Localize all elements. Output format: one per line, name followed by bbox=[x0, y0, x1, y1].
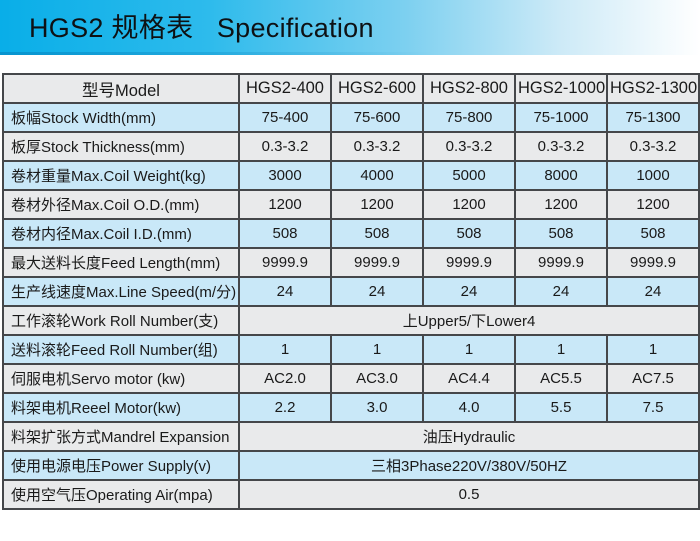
table-row: 料架电机Reeel Motor(kw) 2.2 3.0 4.0 5.5 7.5 bbox=[2, 392, 700, 423]
value-cell: AC2.0 bbox=[238, 363, 332, 394]
value-cell: 9999.9 bbox=[606, 247, 700, 278]
value-cell: 0.3-3.2 bbox=[238, 131, 332, 162]
value-cell: AC7.5 bbox=[606, 363, 700, 394]
table-row: 使用空气压Operating Air(mpa) 0.5 bbox=[2, 479, 700, 510]
table-row: 卷材重量Max.Coil Weight(kg) 3000 4000 5000 8000 1… bbox=[2, 160, 700, 191]
value-cell: 508 bbox=[514, 218, 608, 249]
column-header-hgs2-600: HGS2-600 bbox=[330, 73, 424, 104]
row-label: 卷材外径Max.Coil O.D.(mm) bbox=[2, 189, 240, 220]
merged-value-cell: 0.5 bbox=[238, 479, 700, 510]
value-cell: 3000 bbox=[238, 160, 332, 191]
value-cell: 508 bbox=[330, 218, 424, 249]
row-label: 卷材重量Max.Coil Weight(kg) bbox=[2, 160, 240, 191]
value-cell: 1000 bbox=[606, 160, 700, 191]
table-row: 板幅Stock Width(mm) 75-400 75-600 75-800 75-10… bbox=[2, 102, 700, 133]
value-cell: 4000 bbox=[330, 160, 424, 191]
value-cell: 75-400 bbox=[238, 102, 332, 133]
column-header-hgs2-400: HGS2-400 bbox=[238, 73, 332, 104]
value-cell: 24 bbox=[606, 276, 700, 307]
table-row: 生产线速度Max.Line Speed(m/分) 24 24 24 24 24 bbox=[2, 276, 700, 307]
row-label: 料架扩张方式Mandrel Expansion bbox=[2, 421, 240, 452]
value-cell: 9999.9 bbox=[514, 247, 608, 278]
value-cell: 9999.9 bbox=[330, 247, 424, 278]
value-cell: 3.0 bbox=[330, 392, 424, 423]
value-cell: 75-800 bbox=[422, 102, 516, 133]
value-cell: 1 bbox=[514, 334, 608, 365]
row-label: 板幅Stock Width(mm) bbox=[2, 102, 240, 133]
table-row: 使用电源电压Power Supply(v) 三相3Phase220V/380V/5… bbox=[2, 450, 700, 481]
row-label: 使用电源电压Power Supply(v) bbox=[2, 450, 240, 481]
value-cell: 1 bbox=[330, 334, 424, 365]
row-label: 卷材内径Max.Coil I.D.(mm) bbox=[2, 218, 240, 249]
table-row: 料架扩张方式Mandrel Expansion 油压Hydraulic bbox=[2, 421, 700, 452]
row-label: 使用空气压Operating Air(mpa) bbox=[2, 479, 240, 510]
value-cell: 9999.9 bbox=[238, 247, 332, 278]
value-cell: 75-600 bbox=[330, 102, 424, 133]
merged-value-cell: 油压Hydraulic bbox=[238, 421, 700, 452]
title-banner: HGS2 规格表 Specification bbox=[0, 0, 700, 55]
value-cell: 0.3-3.2 bbox=[330, 131, 424, 162]
value-cell: 1 bbox=[606, 334, 700, 365]
value-cell: 0.3-3.2 bbox=[606, 131, 700, 162]
table-row: 板厚Stock Thickness(mm) 0.3-3.2 0.3-3.2 0.3-3… bbox=[2, 131, 700, 162]
column-header-hgs2-1300: HGS2-1300 bbox=[606, 73, 700, 104]
value-cell: 1200 bbox=[422, 189, 516, 220]
value-cell: 24 bbox=[238, 276, 332, 307]
value-cell: 4.0 bbox=[422, 392, 516, 423]
value-cell: AC5.5 bbox=[514, 363, 608, 394]
value-cell: 1200 bbox=[330, 189, 424, 220]
row-label: 最大送料长度Feed Length(mm) bbox=[2, 247, 240, 278]
table-row: 伺服电机Servo motor (kw) AC2.0 AC3.0 AC4.4 AC5.5… bbox=[2, 363, 700, 394]
value-cell: 75-1000 bbox=[514, 102, 608, 133]
page-title: HGS2 规格表 Specification bbox=[29, 13, 374, 43]
table-header-row: 型号Model HGS2-400 HGS2-600 HGS2-800 HGS2-… bbox=[2, 73, 700, 104]
value-cell: AC4.4 bbox=[422, 363, 516, 394]
row-label: 伺服电机Servo motor (kw) bbox=[2, 363, 240, 394]
row-label: 板厚Stock Thickness(mm) bbox=[2, 131, 240, 162]
table-row: 卷材内径Max.Coil I.D.(mm) 508 508 508 508 508 bbox=[2, 218, 700, 249]
value-cell: 7.5 bbox=[606, 392, 700, 423]
value-cell: 1200 bbox=[606, 189, 700, 220]
table-row: 最大送料长度Feed Length(mm) 9999.9 9999.9 9999.9 9… bbox=[2, 247, 700, 278]
row-label: 料架电机Reeel Motor(kw) bbox=[2, 392, 240, 423]
value-cell: 2.2 bbox=[238, 392, 332, 423]
table-row: 卷材外径Max.Coil O.D.(mm) 1200 1200 1200 1200 120… bbox=[2, 189, 700, 220]
merged-value-cell: 三相3Phase220V/380V/50HZ bbox=[238, 450, 700, 481]
value-cell: 1200 bbox=[238, 189, 332, 220]
table-row: 工作滚轮Work Roll Number(支) 上Upper5/下Lower4 bbox=[2, 305, 700, 336]
value-cell: 75-1300 bbox=[606, 102, 700, 133]
value-cell: 5.5 bbox=[514, 392, 608, 423]
value-cell: 24 bbox=[422, 276, 516, 307]
table-row: 送料滚轮Feed Roll Number(组) 1 1 1 1 1 bbox=[2, 334, 700, 365]
row-label: 生产线速度Max.Line Speed(m/分) bbox=[2, 276, 240, 307]
value-cell: 508 bbox=[422, 218, 516, 249]
value-cell: 508 bbox=[238, 218, 332, 249]
value-cell: 508 bbox=[606, 218, 700, 249]
column-header-hgs2-1000: HGS2-1000 bbox=[514, 73, 608, 104]
value-cell: 1 bbox=[422, 334, 516, 365]
row-label: 送料滚轮Feed Roll Number(组) bbox=[2, 334, 240, 365]
value-cell: 1 bbox=[238, 334, 332, 365]
merged-value-cell: 上Upper5/下Lower4 bbox=[238, 305, 700, 336]
value-cell: 24 bbox=[514, 276, 608, 307]
specification-table: 型号Model HGS2-400 HGS2-600 HGS2-800 HGS2-… bbox=[2, 73, 700, 510]
value-cell: 1200 bbox=[514, 189, 608, 220]
value-cell: 0.3-3.2 bbox=[514, 131, 608, 162]
value-cell: 0.3-3.2 bbox=[422, 131, 516, 162]
row-label: 工作滚轮Work Roll Number(支) bbox=[2, 305, 240, 336]
value-cell: 8000 bbox=[514, 160, 608, 191]
value-cell: 24 bbox=[330, 276, 424, 307]
column-header-hgs2-800: HGS2-800 bbox=[422, 73, 516, 104]
value-cell: 5000 bbox=[422, 160, 516, 191]
value-cell: AC3.0 bbox=[330, 363, 424, 394]
value-cell: 9999.9 bbox=[422, 247, 516, 278]
column-header-model: 型号Model bbox=[2, 73, 240, 104]
